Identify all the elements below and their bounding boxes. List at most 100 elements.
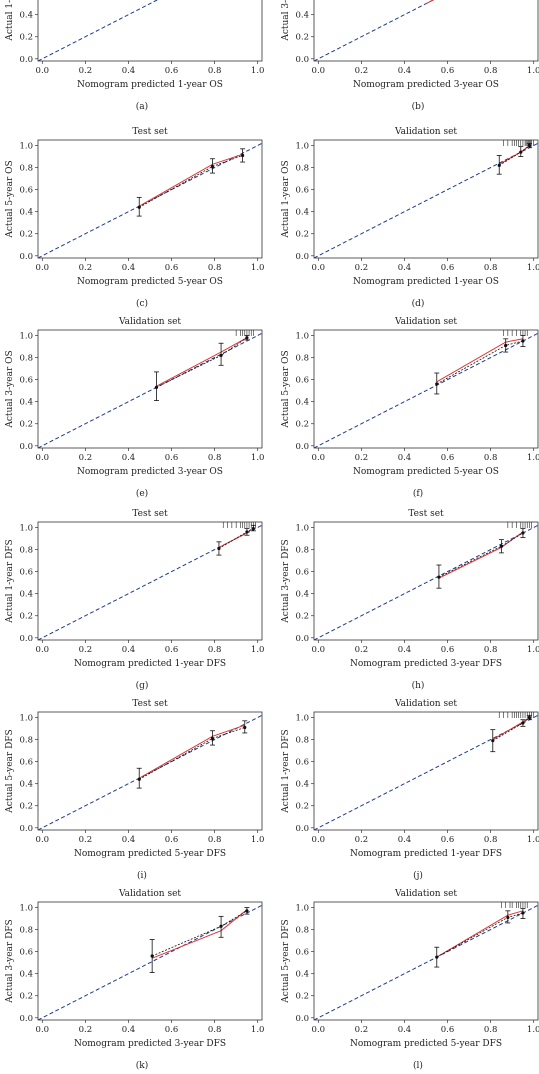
panel-label: (e) [136,488,148,499]
x-tick-label: 0.4 [398,1025,412,1035]
plot-frame [37,711,263,831]
x-axis-label: Nomogram predicted 5-year DFS [350,1039,502,1049]
y-tick-label: 0.8 [295,926,309,936]
y-tick-label: 0.6 [19,376,33,386]
chart-panel-12: 0.00.0 0.2 0.2 0.4 0.4 0.6 0.6 0.8 0.8 1.0 1.0 Nomo… [281,889,539,1071]
x-tick-label: 1.0 [527,66,539,76]
y-tick-label: 0.2 [19,802,33,812]
x-axis-label: Nomogram predicted 3-year OS [353,80,499,90]
y-tick-label: 1.0 [19,142,33,152]
ideal-line [38,904,262,1020]
x-tick-label: 0.4 [122,66,136,76]
plot-area [314,902,538,1020]
x-tick-label: 1.0 [251,263,265,273]
x-tick-label: 0.2 [355,835,369,845]
data-point [491,739,495,743]
data-point [435,955,439,959]
ideal-line [314,0,435,61]
plot-area [38,0,159,61]
panel-label: (j) [413,870,423,881]
x-tick-label: 0.8 [484,66,498,76]
chart-panel-9: 0.00.0 0.2 0.2 0.4 0.4 0.6 0.6 0.8 0.8 1.0 1.0 Nomo… [5,699,264,881]
ideal-line [314,524,538,640]
x-tick-label: 0.6 [165,645,179,655]
y-tick-label: 0.6 [295,568,309,578]
x-axis-label: Nomogram predicted 5-year DFS [74,849,226,859]
plot-area [314,330,538,448]
apparent-line [218,527,254,548]
apparent-line [438,531,524,579]
ideal-line [38,524,262,640]
x-tick-label: 0.0 [312,263,326,273]
x-tick-label: 0.0 [36,1025,50,1035]
y-tick-label: 0.8 [19,164,33,174]
y-axis-label: Actual 3-year DFS [5,919,15,1003]
x-axis-label: Nomogram predicted 5-year OS [77,277,223,287]
x-tick-label: 0.0 [312,66,326,76]
y-tick-label: 0.0 [19,1014,33,1024]
bias-corrected-line [492,717,530,742]
y-tick-label: 0.2 [19,992,33,1002]
plot-area [314,0,435,61]
panel-label: (d) [412,298,425,309]
data-point [241,153,245,158]
x-axis-label: Nomogram predicted 3-year DFS [74,1039,226,1049]
x-tick-label: 0.6 [441,1025,455,1035]
chart-title: Test set [132,509,168,519]
x-axis-label: Nomogram predicted 1-year OS [77,80,223,90]
x-tick-label: 0.6 [165,263,179,273]
x-tick-label: 0.0 [36,66,50,76]
y-tick-label: 0.0 [295,252,309,262]
apparent-line [492,717,530,741]
chart-title: Test set [132,127,168,137]
x-tick-label: 0.8 [208,263,222,273]
x-tick-label: 0.0 [36,835,50,845]
x-tick-label: 0.8 [484,1025,498,1035]
y-axis-label: Actual 5-year DFS [5,729,15,813]
y-tick-label: 1.0 [295,904,309,914]
plot-area [38,714,262,830]
data-point [527,143,531,148]
y-axis-label: Actual 1-year OS [281,160,291,238]
plot-frame [313,521,539,641]
apparent-line [425,0,435,5]
chart-panel-7: 0.00.0 0.2 0.2 0.4 0.4 0.6 0.6 0.8 0.8 1.0 1.0 Nomo… [5,509,264,691]
y-tick-label: 0.2 [295,802,309,812]
y-axis-label: Actual 1-year OS [5,0,15,42]
apparent-line [152,909,248,959]
bias-corrected-line [156,337,248,388]
apparent-line [498,145,530,165]
x-tick-label: 0.6 [165,835,179,845]
chart-title: Validation set [394,889,457,899]
y-tick-label: 0.8 [295,164,309,174]
data-point [210,164,215,169]
y-tick-label: 0.4 [19,590,33,600]
y-tick-label: 0.2 [19,612,33,622]
chart-title: Validation set [394,699,457,709]
plot-frame [313,0,539,62]
data-point [437,575,441,579]
data-point [504,343,508,348]
y-tick-label: 0.2 [19,230,33,240]
panel-label: (h) [412,680,425,691]
y-tick-label: 0.2 [295,612,309,622]
x-tick-label: 1.0 [527,263,539,273]
y-axis-label: Actual 1-year DFS [281,729,291,813]
y-tick-label: 0.0 [19,442,33,452]
x-axis-label: Nomogram predicted 3-year DFS [350,659,502,669]
x-axis-label: Nomogram predicted 1-year DFS [74,659,226,669]
bias-corrected-line [436,340,523,385]
y-tick-label: 0.2 [295,33,309,43]
x-tick-label: 0.6 [165,1025,179,1035]
x-tick-label: 1.0 [527,645,539,655]
y-axis-label: Actual 3-year OS [5,350,15,428]
x-tick-label: 0.4 [122,645,136,655]
data-point [527,715,531,720]
y-tick-label: 1.0 [295,714,309,724]
apparent-line [156,337,248,387]
x-tick-label: 0.0 [36,645,50,655]
ideal-line [38,0,159,61]
y-tick-label: 0.6 [19,568,33,578]
y-tick-label: 0.4 [295,208,309,218]
y-tick-label: 0.4 [295,398,309,408]
